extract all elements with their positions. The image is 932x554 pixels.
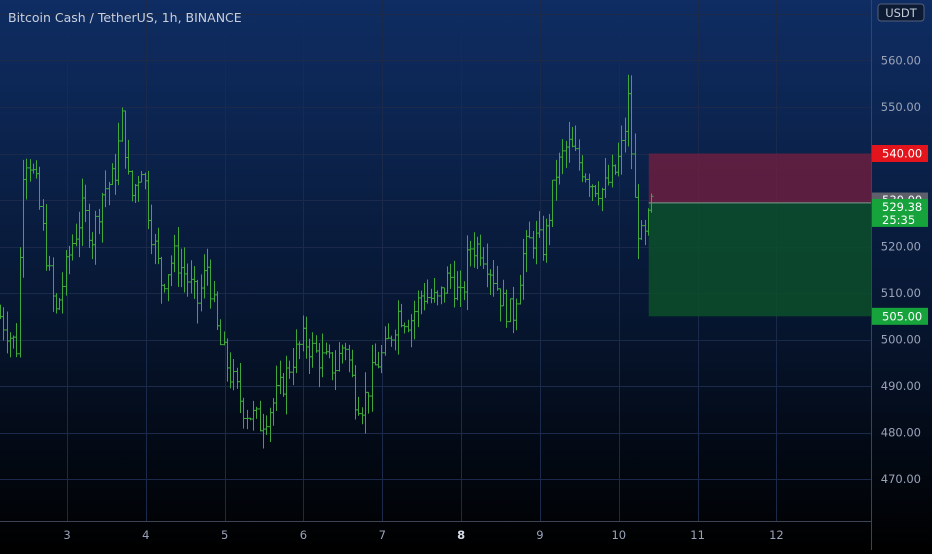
ohlc-bar bbox=[241, 397, 246, 429]
time-tick-label: 3 bbox=[63, 528, 70, 542]
take-profit-zone[interactable] bbox=[648, 202, 871, 317]
price-tick-label: 510.00 bbox=[881, 286, 921, 300]
ohlc-bar bbox=[208, 259, 213, 309]
ohlc-bar bbox=[320, 333, 325, 378]
time-axis[interactable]: 3 4 5 6 7 8 9 10 11 12 bbox=[63, 528, 783, 542]
price-tick-label: 490.00 bbox=[881, 379, 921, 393]
ohlc-bar bbox=[231, 358, 236, 391]
ohlc-bar bbox=[649, 193, 654, 213]
ohlc-bar bbox=[172, 234, 177, 273]
time-tick-label: 7 bbox=[379, 528, 386, 542]
ohlc-bar bbox=[1, 307, 6, 341]
target-price-label: 505.00 bbox=[882, 309, 922, 323]
time-tick-label: 8 bbox=[457, 528, 465, 542]
ohlc-bar bbox=[425, 279, 430, 304]
ohlc-bar bbox=[297, 341, 302, 360]
time-tick-label: 6 bbox=[300, 528, 307, 542]
ohlc-bar bbox=[491, 260, 496, 297]
ohlc-bar bbox=[481, 247, 486, 270]
ohlc-bar bbox=[195, 279, 200, 324]
ohlc-bar bbox=[606, 164, 611, 186]
ohlc-bar bbox=[103, 170, 108, 208]
ohlc-bar bbox=[47, 255, 52, 271]
ohlc-bar bbox=[274, 365, 279, 411]
ohlc-bar bbox=[24, 158, 29, 200]
ohlc-bar bbox=[254, 406, 259, 419]
ohlc-bar bbox=[412, 300, 417, 340]
ohlc-bar bbox=[126, 139, 131, 175]
ohlc-bar bbox=[639, 220, 644, 240]
ohlc-bar bbox=[458, 270, 463, 308]
ohlc-bar bbox=[218, 319, 223, 346]
ohlc-bar bbox=[619, 125, 624, 175]
ohlc-bar bbox=[162, 283, 167, 293]
ohlc-bar bbox=[435, 290, 440, 306]
currency-badge[interactable]: USDT bbox=[877, 3, 925, 22]
stop-loss-zone[interactable] bbox=[648, 153, 871, 203]
ohlc-bar bbox=[573, 125, 578, 152]
target-price-badge[interactable]: 505.00 bbox=[872, 307, 928, 325]
time-tick-label: 12 bbox=[769, 528, 784, 542]
price-tick-label: 480.00 bbox=[881, 426, 921, 440]
ohlc-bar bbox=[448, 263, 453, 289]
ohlc-bar bbox=[93, 210, 98, 265]
last-price-badge[interactable]: 529.38 25:35 bbox=[872, 198, 928, 227]
ohlc-bar bbox=[629, 75, 634, 170]
ohlc-bar bbox=[83, 184, 88, 223]
price-tick-label: 560.00 bbox=[881, 53, 921, 67]
ohlc-bar bbox=[185, 263, 190, 297]
price-bars bbox=[0, 74, 654, 449]
ohlc-bar bbox=[389, 335, 394, 347]
time-tick-label: 5 bbox=[221, 528, 228, 542]
stop-price-badge[interactable]: 540.00 bbox=[872, 145, 928, 163]
ohlc-bar bbox=[139, 171, 144, 183]
ohlc-bar bbox=[149, 204, 154, 255]
time-tick-label: 4 bbox=[142, 528, 149, 542]
ohlc-bar bbox=[333, 350, 338, 390]
symbol-title[interactable]: Bitcoin Cash / TetherUS, 1h, BINANCE bbox=[8, 10, 242, 25]
price-tick-label: 520.00 bbox=[881, 240, 921, 254]
ohlc-bar bbox=[264, 415, 269, 435]
ohlc-bar bbox=[468, 240, 473, 267]
price-tick-label: 550.00 bbox=[881, 100, 921, 114]
ohlc-bar bbox=[14, 323, 19, 358]
grid-lines bbox=[0, 0, 871, 521]
last-price-label: 529.38 bbox=[882, 200, 922, 214]
ohlc-bar bbox=[356, 396, 361, 416]
ohlc-bar bbox=[504, 289, 509, 328]
ohlc-bar bbox=[560, 139, 565, 175]
ohlc-bar bbox=[514, 298, 519, 331]
ohlc-bar bbox=[70, 234, 75, 261]
ohlc-bar bbox=[379, 345, 384, 374]
ohlc-bar bbox=[596, 181, 601, 206]
ohlc-bar bbox=[527, 221, 532, 239]
ohlc-bar bbox=[310, 332, 315, 368]
price-tick-label: 470.00 bbox=[881, 472, 921, 486]
stop-price-label: 540.00 bbox=[882, 147, 922, 161]
ohlc-bar bbox=[550, 179, 555, 228]
ohlc-bar bbox=[402, 322, 407, 334]
time-tick-label: 11 bbox=[690, 528, 705, 542]
price-tick-label: 500.00 bbox=[881, 333, 921, 347]
time-tick-label: 10 bbox=[611, 528, 626, 542]
ohlc-bar bbox=[37, 166, 42, 210]
ohlc-bar bbox=[60, 272, 65, 314]
ohlc-bar bbox=[537, 211, 542, 238]
bar-countdown-label: 25:35 bbox=[882, 213, 915, 227]
ohlc-bar bbox=[366, 391, 371, 414]
ohlc-bar bbox=[583, 173, 588, 183]
ohlc-bar bbox=[287, 360, 292, 379]
time-tick-label: 9 bbox=[536, 528, 543, 542]
ohlc-bar bbox=[116, 122, 121, 186]
ohlc-bar bbox=[343, 342, 348, 361]
currency-label: USDT bbox=[885, 6, 918, 20]
